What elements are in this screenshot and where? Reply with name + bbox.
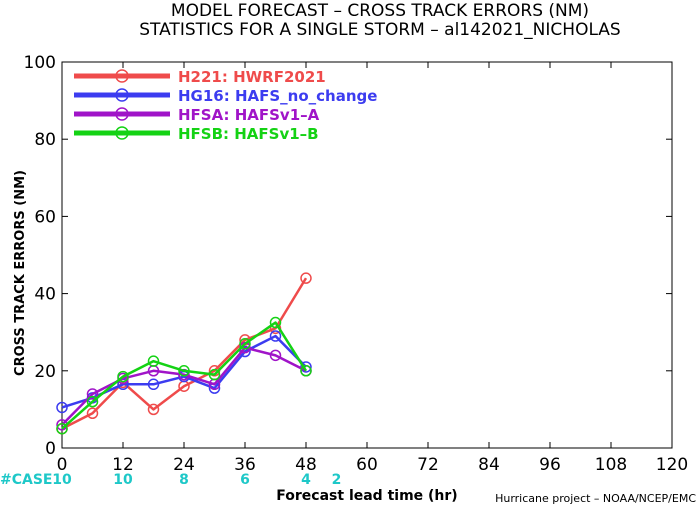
series-line [61,321,308,430]
y-tick-label: 80 [34,130,56,150]
data-point [178,365,190,377]
legend-label: HFSB: HAFSv1–B [178,125,319,143]
legend-label: HG16: HAFS_no_change [178,87,377,105]
x-tick-label: 60 [356,455,378,475]
data-point [56,401,68,414]
x-tick-label: 108 [595,455,627,475]
case-count: 10 [52,472,72,488]
data-point [86,407,99,420]
credit-text: Hurricane project – NOAA/NCEP/EMC [495,492,696,505]
data-point [147,378,160,391]
data-point [300,272,312,284]
data-point [56,422,68,435]
data-point [300,365,312,377]
case-count: 6 [240,472,250,488]
data-point [269,316,282,329]
y-tick-label: 0 [45,439,56,459]
data-point [86,395,99,408]
x-tick-label: 120 [656,455,688,475]
legend-marker [115,69,129,83]
x-axis-label: Forecast lead time (hr) [276,488,457,504]
x-tick-label: 12 [112,455,134,475]
x-tick-label: 36 [234,455,256,475]
series-line [61,346,307,426]
legend-marker [115,107,129,121]
x-tick-label: 96 [539,455,561,475]
case-count: 10 [113,472,133,488]
data-point [147,403,160,416]
legend-label: HFSA: HAFSv1–A [178,106,320,124]
series-3 [56,316,312,435]
legend-marker [115,88,129,102]
data-point [239,338,251,350]
legend-label: H221: HWRF2021 [178,68,326,86]
y-tick-label: 100 [24,53,56,73]
chart-title-line1: MODEL FORECAST – CROSS TRACK ERRORS (NM) [171,1,589,21]
case-count: 2 [332,472,342,488]
y-tick-label: 20 [34,362,56,382]
x-tick-label: 0 [57,455,68,475]
case-count: 8 [179,472,189,488]
case-label: #CASE [0,472,53,488]
y-axis-label: CROSS TRACK ERRORS (NM) [13,170,28,376]
plot-frame [61,61,673,449]
legend-entry: HFSA: HAFSv1–A [74,106,320,124]
x-tick-label: 24 [173,455,195,475]
case-count: 4 [301,472,311,488]
legend-entry: HG16: HAFS_no_change [74,87,377,105]
data-point [269,349,282,362]
data-point [117,370,129,383]
legend-entry: HFSB: HAFSv1–B [74,125,319,143]
data-point [86,388,99,400]
x-tick-label: 84 [478,455,500,475]
legend-entry: H221: HWRF2021 [74,68,326,86]
data-point [269,330,282,342]
x-tick-label: 72 [417,455,439,475]
legend-marker [115,126,129,140]
y-tick-label: 40 [34,285,56,305]
x-tick-label: 48 [295,455,317,475]
data-point [208,368,221,381]
y-tick-label: 60 [34,207,56,227]
chart-title-line2: STATISTICS FOR A SINGLE STORM – al142021… [139,20,620,40]
data-point [147,355,160,367]
series-line [61,277,308,430]
